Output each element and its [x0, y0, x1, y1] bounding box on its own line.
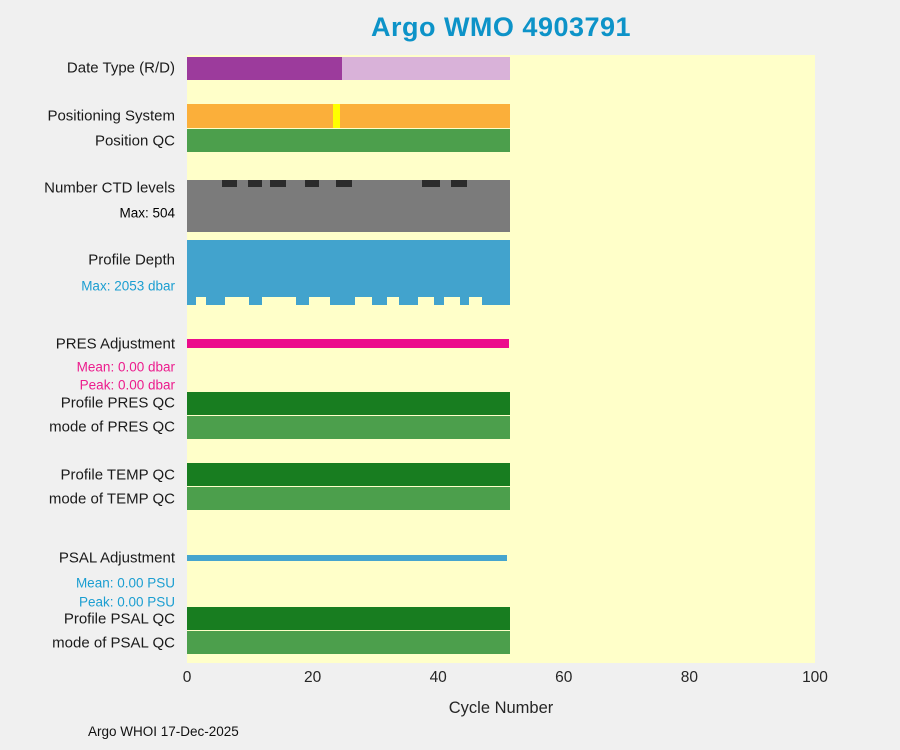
bar-row-position-qc — [187, 129, 815, 152]
row-sublabel-psal-adjustment-0: Mean: 0.00 PSU — [75, 575, 175, 591]
row-label-column: Date Type (R/D) Positioning System Positio… — [0, 55, 181, 663]
bar-row-profile-pres-qc — [187, 392, 815, 415]
bar-segment-date-type-1 — [342, 57, 511, 80]
bar-row-mode-psal-qc — [187, 631, 815, 654]
row-label-mode-temp-qc: mode of TEMP QC — [48, 490, 175, 508]
row-label-number-ctd-levels: Number CTD levels — [44, 179, 175, 197]
bar-marker-number-ctd-levels-2 — [269, 180, 287, 187]
x-tick-40: 40 — [429, 669, 447, 686]
x-tick-80: 80 — [680, 669, 699, 686]
bar-row-mode-temp-qc — [187, 487, 815, 510]
bar-segment-number-ctd-levels-0 — [187, 180, 511, 232]
bar-row-positioning-system — [187, 104, 815, 128]
x-tick-0: 0 — [182, 669, 192, 686]
plot-area — [187, 55, 815, 663]
row-sublabel-pres-adjustment-0: Mean: 0.00 dbar — [76, 359, 175, 375]
row-label-psal-adjustment: PSAL Adjustment — [58, 549, 175, 567]
bar-marker-number-ctd-levels-0 — [221, 180, 238, 187]
bar-row-profile-depth — [187, 240, 815, 305]
bar-marker-profile-depth-2 — [262, 297, 297, 305]
footer-credit: Argo WHOI 17-Dec-2025 — [88, 724, 239, 739]
bar-marker-profile-depth-7 — [443, 297, 460, 305]
row-sublabel-profile-depth-0: Max: 2053 dbar — [81, 278, 175, 294]
bar-segment-profile-temp-qc-0 — [187, 463, 511, 486]
bar-row-psal-adjustment — [187, 555, 815, 561]
bar-segment-position-qc-0 — [187, 129, 511, 152]
bar-marker-profile-depth-6 — [418, 297, 435, 305]
bar-segment-profile-psal-qc-0 — [187, 607, 511, 630]
bar-row-profile-temp-qc — [187, 463, 815, 486]
bar-marker-profile-depth-0 — [195, 297, 206, 305]
bar-marker-number-ctd-levels-5 — [421, 180, 441, 187]
bar-segment-mode-pres-qc-0 — [187, 416, 511, 439]
bar-segment-mode-psal-qc-0 — [187, 631, 511, 654]
row-label-profile-pres-qc: Profile PRES QC — [60, 394, 175, 412]
row-sublabel-psal-adjustment-1: Peak: 0.00 PSU — [78, 594, 175, 610]
bar-marker-profile-depth-5 — [386, 297, 400, 305]
bar-segment-mode-temp-qc-0 — [187, 487, 511, 510]
row-label-profile-depth: Profile Depth — [88, 251, 175, 269]
row-label-date-type: Date Type (R/D) — [66, 59, 175, 77]
row-label-mode-pres-qc: mode of PRES QC — [49, 418, 175, 436]
x-tick-100: 100 — [802, 669, 828, 686]
bar-row-profile-psal-qc — [187, 607, 815, 630]
bar-segment-pres-adjustment-0 — [187, 339, 510, 348]
page-title: Argo WMO 4903791 — [370, 12, 632, 42]
bar-segment-date-type-0 — [187, 57, 343, 80]
bar-marker-positioning-system-0 — [333, 104, 340, 128]
x-tick-60: 60 — [555, 669, 573, 686]
bar-segment-profile-pres-qc-0 — [187, 392, 511, 415]
row-label-profile-temp-qc: Profile TEMP QC — [60, 466, 175, 484]
bar-row-mode-pres-qc — [187, 416, 815, 439]
bar-marker-profile-depth-8 — [468, 297, 482, 305]
row-sublabel-pres-adjustment-1: Peak: 0.00 dbar — [79, 377, 175, 393]
bar-marker-number-ctd-levels-1 — [247, 180, 263, 187]
bar-segment-profile-depth-0 — [187, 240, 511, 305]
x-axis-label: Cycle Number — [448, 699, 554, 717]
row-label-mode-psal-qc: mode of PSAL QC — [52, 634, 175, 652]
bar-marker-profile-depth-3 — [308, 297, 331, 305]
row-label-pres-adjustment: PRES Adjustment — [55, 335, 175, 353]
row-label-profile-psal-qc: Profile PSAL QC — [63, 610, 175, 628]
x-tick-20: 20 — [303, 669, 322, 686]
row-label-positioning-system: Positioning System — [47, 107, 175, 125]
bar-segment-psal-adjustment-0 — [187, 555, 508, 561]
x-axis-tick-labels: 0 20 40 60 80 100 — [183, 669, 828, 691]
bar-marker-profile-depth-4 — [355, 297, 372, 305]
bar-segment-positioning-system-0 — [187, 104, 511, 128]
bar-marker-number-ctd-levels-3 — [305, 180, 319, 187]
row-label-position-qc: Position QC — [94, 132, 175, 150]
bar-marker-number-ctd-levels-6 — [450, 180, 468, 187]
bar-marker-number-ctd-levels-4 — [336, 180, 353, 187]
bar-marker-profile-depth-1 — [224, 297, 249, 305]
bar-row-pres-adjustment — [187, 339, 815, 348]
row-sublabel-number-ctd-levels-0: Max: 504 — [119, 205, 175, 221]
bar-row-date-type — [187, 57, 815, 80]
bar-row-number-ctd-levels — [187, 180, 815, 232]
